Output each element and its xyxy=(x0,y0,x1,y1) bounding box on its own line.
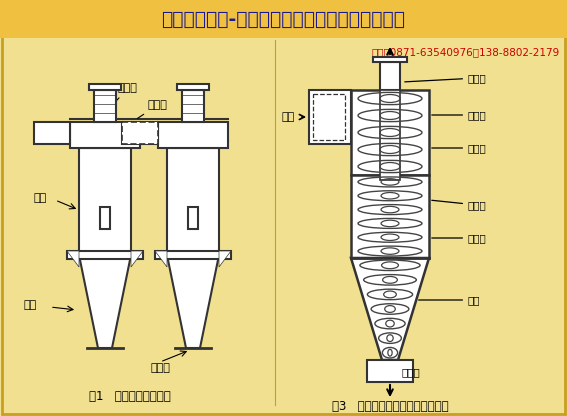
Bar xyxy=(380,62,400,90)
Bar xyxy=(79,148,131,255)
Bar xyxy=(67,251,143,259)
Bar xyxy=(351,90,429,175)
Text: 筒体: 筒体 xyxy=(34,193,47,203)
Polygon shape xyxy=(79,255,131,348)
Polygon shape xyxy=(219,251,231,267)
Text: 排出管: 排出管 xyxy=(405,73,486,83)
Bar xyxy=(34,122,70,144)
Text: 圆柱体: 圆柱体 xyxy=(432,143,486,153)
Bar xyxy=(94,90,116,122)
Bar xyxy=(313,94,345,140)
Bar xyxy=(188,207,198,229)
Bar xyxy=(122,122,158,144)
Polygon shape xyxy=(351,258,429,360)
Bar xyxy=(158,122,228,148)
Text: 烟气: 烟气 xyxy=(281,112,294,122)
Bar xyxy=(367,360,413,382)
Bar xyxy=(100,207,110,229)
Polygon shape xyxy=(67,251,79,267)
Bar xyxy=(177,84,209,90)
Text: 图3   旋风分离器的内部流场示意图: 图3 旋风分离器的内部流场示意图 xyxy=(332,400,448,413)
Bar xyxy=(89,84,121,90)
Text: 储灰斗: 储灰斗 xyxy=(402,367,421,377)
Polygon shape xyxy=(131,251,143,267)
Text: 外涡旋: 外涡旋 xyxy=(431,200,486,210)
Text: 进气管: 进气管 xyxy=(137,100,168,119)
Bar xyxy=(309,90,351,144)
Text: 锥体: 锥体 xyxy=(418,295,480,305)
Bar xyxy=(0,0,567,38)
Text: 内涡旋: 内涡旋 xyxy=(432,233,486,243)
Bar xyxy=(167,148,219,255)
Text: 排灰口: 排灰口 xyxy=(150,363,170,373)
Text: 详询：0871-63540976、138-8802-2179: 详询：0871-63540976、138-8802-2179 xyxy=(372,47,560,57)
Polygon shape xyxy=(155,251,167,267)
Bar xyxy=(351,175,429,258)
Text: 图1   旋风分离器的结构: 图1 旋风分离器的结构 xyxy=(89,390,171,403)
Text: 昆明滇重矿机-旋风除尘器结构及工作原理示意图: 昆明滇重矿机-旋风除尘器结构及工作原理示意图 xyxy=(161,10,405,29)
Text: 上涡旋: 上涡旋 xyxy=(432,110,486,120)
Bar xyxy=(122,122,158,144)
Bar xyxy=(380,90,400,180)
Bar xyxy=(373,57,407,62)
Text: 锥体: 锥体 xyxy=(24,300,37,310)
Bar xyxy=(155,251,231,259)
Bar xyxy=(182,90,204,122)
Text: 排气管: 排气管 xyxy=(110,83,138,108)
Polygon shape xyxy=(167,255,219,348)
Bar xyxy=(70,122,140,148)
